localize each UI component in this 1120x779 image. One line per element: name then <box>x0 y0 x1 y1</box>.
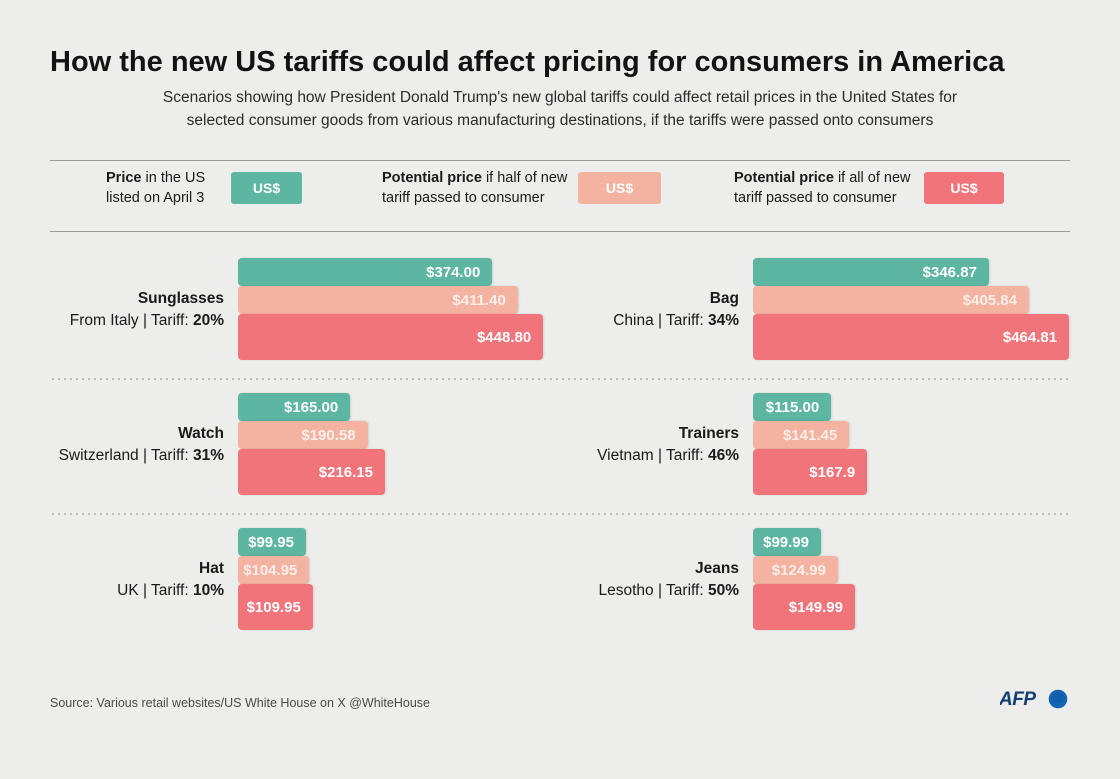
svg-text:AFP: AFP <box>1000 689 1036 710</box>
